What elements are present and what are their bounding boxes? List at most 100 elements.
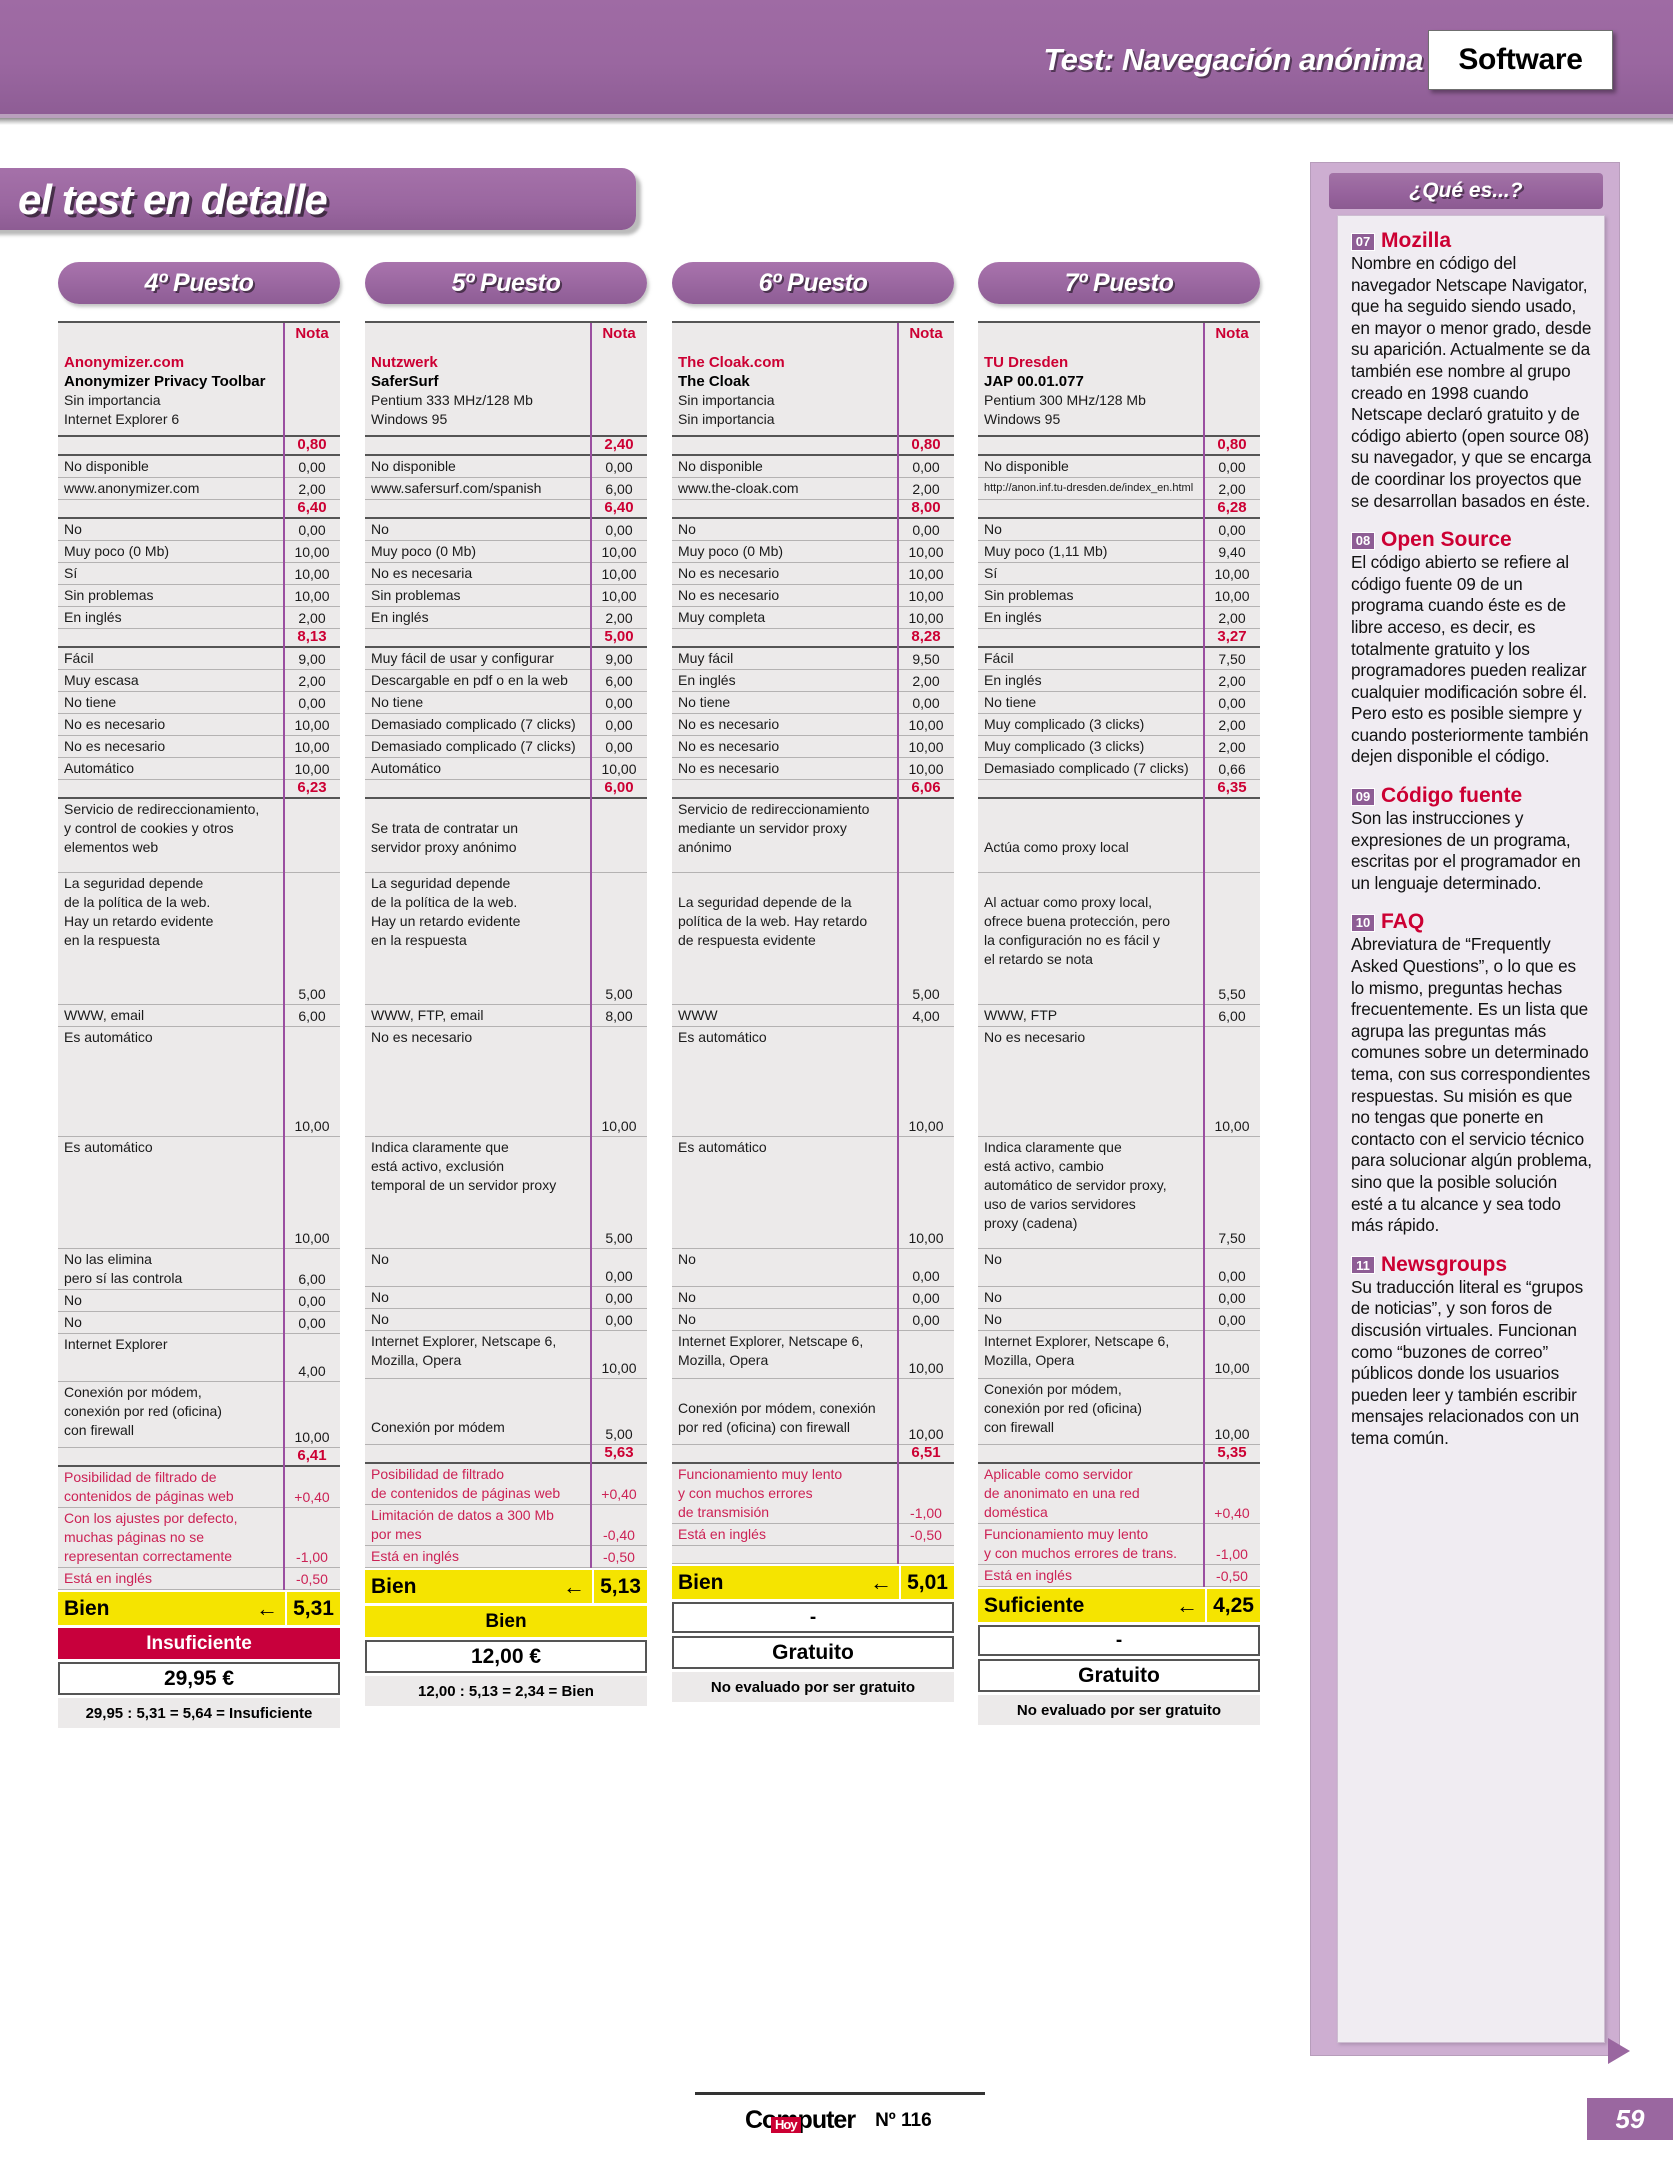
spec-row-label: Automático: [371, 760, 442, 776]
spec-row-label: WWW, FTP: [984, 1007, 1058, 1023]
spec-row: Demasiado complicado (7 clicks) 0,66: [978, 758, 1260, 780]
spec-row-label: Fácil: [64, 650, 94, 666]
spec-row-label: Muy complicado (3 clicks): [984, 738, 1145, 754]
spec-row-label: En inglés: [371, 609, 429, 625]
spec-row: Fácil 9,00: [58, 648, 340, 670]
spec-row-value: -1,00: [1216, 1546, 1248, 1562]
glossary-entry-text: El código abierto se refiere al código f…: [1351, 552, 1589, 767]
overall-result-bar: Suficiente ← 4,25: [978, 1589, 1260, 1622]
spec-row-value: 6,00: [604, 779, 634, 796]
spec-row-label: Está en inglés: [984, 1567, 1072, 1583]
spec-row-value: 0,00: [298, 459, 326, 475]
spec-row-label: No es necesario: [678, 760, 780, 776]
spec-row-label: Demasiado complicado (7 clicks): [984, 760, 1189, 776]
spec-row-label: Muy fácil: [678, 650, 734, 666]
spec-row-label: En inglés: [64, 609, 122, 625]
spec-row: No 0,00: [365, 519, 647, 541]
price-calculation-note: 29,95 : 5,31 = 5,64 = Insuficiente: [58, 1698, 340, 1728]
spec-row-label: Muy fácil de usar y configurar: [371, 650, 554, 666]
spec-row-label: No: [678, 1251, 696, 1267]
spec-row-label: No disponible: [678, 458, 763, 474]
spec-row-value: 10,00: [294, 566, 330, 582]
spec-row-value: 5,00: [298, 986, 326, 1002]
spec-row-value: 10,00: [294, 1118, 330, 1134]
spec-row: La seguridad depende de la política de l…: [365, 873, 647, 1005]
spec-row-value: 10,00: [908, 739, 944, 755]
spec-row-value: 10,00: [601, 566, 637, 582]
spec-row-value: -1,00: [296, 1549, 328, 1565]
spec-row-value: 10,00: [294, 588, 330, 604]
spec-row-value: 6,00: [1218, 1008, 1246, 1024]
spec-row-value: 6,35: [1217, 779, 1247, 796]
spec-row: No es necesario 10,00: [978, 1027, 1260, 1137]
spec-row: No es necesario 10,00: [672, 563, 954, 585]
spec-row-label: Muy poco (0 Mb): [64, 543, 170, 559]
spec-row-value: 0,00: [1218, 1268, 1246, 1284]
spec-row: En inglés 2,00: [978, 607, 1260, 629]
spec-row-value: 6,40: [297, 499, 327, 516]
glossary-entry-title: 09 Código fuente: [1351, 783, 1592, 808]
section-badge: Software: [1428, 30, 1613, 90]
spec-row-value: 8,00: [605, 1008, 633, 1024]
spec-row: No tiene 0,00: [978, 692, 1260, 714]
overall-result-bar: Bien ← 5,01: [672, 1566, 954, 1599]
spec-row: En inglés 2,00: [58, 607, 340, 629]
spec-row-label: Actúa como proxy local: [984, 839, 1129, 855]
spec-row: Automático 10,00: [58, 758, 340, 780]
spec-row-label: Funcionamiento muy lento y con muchos er…: [984, 1526, 1177, 1561]
spec-row: No es necesario 10,00: [672, 585, 954, 607]
spec-row-label: WWW: [678, 1007, 718, 1023]
spec-row-value: 0,00: [912, 1290, 940, 1306]
spec-table: Nota The Cloak.com The Cloak Sin importanci…: [672, 321, 954, 1564]
spec-row: 6,40: [365, 499, 647, 519]
spec-row: Servicio de redireccionamiento mediante …: [672, 799, 954, 873]
glossary-heading-bar: ¿Qué es...?: [1329, 173, 1603, 209]
spec-row: No es necesaria 10,00: [365, 563, 647, 585]
spec-row-value: 5,00: [605, 986, 633, 1002]
spec-row: WWW, FTP 6,00: [978, 1005, 1260, 1027]
spec-row: 5,63: [365, 1444, 647, 1464]
spec-row-label: No: [371, 521, 389, 537]
spec-row-value: 9,40: [1218, 544, 1246, 560]
spec-row-label: Limitación de datos a 300 Mb por mes: [371, 1507, 554, 1542]
glossary-entry-term: FAQ: [1381, 910, 1425, 934]
spec-row-value: 0,00: [605, 459, 633, 475]
spec-row-label: En inglés: [984, 609, 1042, 625]
glossary-entry-number: 07: [1351, 232, 1375, 251]
product-brand: The Cloak.com: [678, 354, 785, 371]
spec-row: Muy complicado (3 clicks) 2,00: [978, 714, 1260, 736]
left-arrow-icon: ←: [563, 1574, 585, 1599]
product-column: 5º Puesto Nota Nutzwerk SaferSurf Pentium 33…: [365, 262, 647, 1706]
nota-header: Nota: [978, 323, 1260, 349]
spec-row-label: Indica claramente que está activo, cambi…: [984, 1139, 1167, 1231]
glossary-entry-number: 08: [1351, 531, 1375, 550]
spec-row: No 0,00: [365, 1249, 647, 1287]
spec-row: Muy poco (0 Mb) 10,00: [365, 541, 647, 563]
spec-row-label: Conexión por módem, conexión por red (of…: [984, 1381, 1142, 1435]
spec-row: Es automático 10,00: [58, 1137, 340, 1249]
glossary-entry-title: 11 Newsgroups: [1351, 1252, 1592, 1277]
spec-row-value: 6,00: [298, 1008, 326, 1024]
header-shadow: [0, 118, 1673, 125]
spec-row: 6,35: [978, 779, 1260, 799]
spec-row-value: 5,00: [605, 1230, 633, 1246]
spec-row-label: Servicio de redireccionamiento mediante …: [678, 801, 870, 855]
spec-row: Muy fácil de usar y configurar 9,00: [365, 648, 647, 670]
overall-result-bar: Bien ← 5,13: [365, 1570, 647, 1603]
spec-row-value: 0,00: [298, 695, 326, 711]
spec-row: 5,00: [365, 628, 647, 648]
spec-row: No disponible 0,00: [365, 456, 647, 478]
spec-row: Está en inglés -0,50: [672, 1524, 954, 1546]
product-spec-2: Windows 95: [371, 411, 448, 427]
spec-row-label: Descargable en pdf o en la web: [371, 672, 568, 688]
spec-row: No 0,00: [978, 1249, 1260, 1287]
spec-row-value: 10,00: [601, 544, 637, 560]
spec-row: No 0,00: [672, 1287, 954, 1309]
glossary-entry-title: 10 FAQ: [1351, 909, 1592, 934]
price-performance-badge: -: [672, 1602, 954, 1633]
spec-row-value: 6,51: [911, 1444, 941, 1461]
spec-row: No 0,00: [672, 519, 954, 541]
spec-row-label: Aplicable como servidor de anonimato en …: [984, 1466, 1140, 1520]
spec-row: Indica claramente que está activo, cambi…: [978, 1137, 1260, 1249]
spec-row-value: 10,00: [908, 717, 944, 733]
